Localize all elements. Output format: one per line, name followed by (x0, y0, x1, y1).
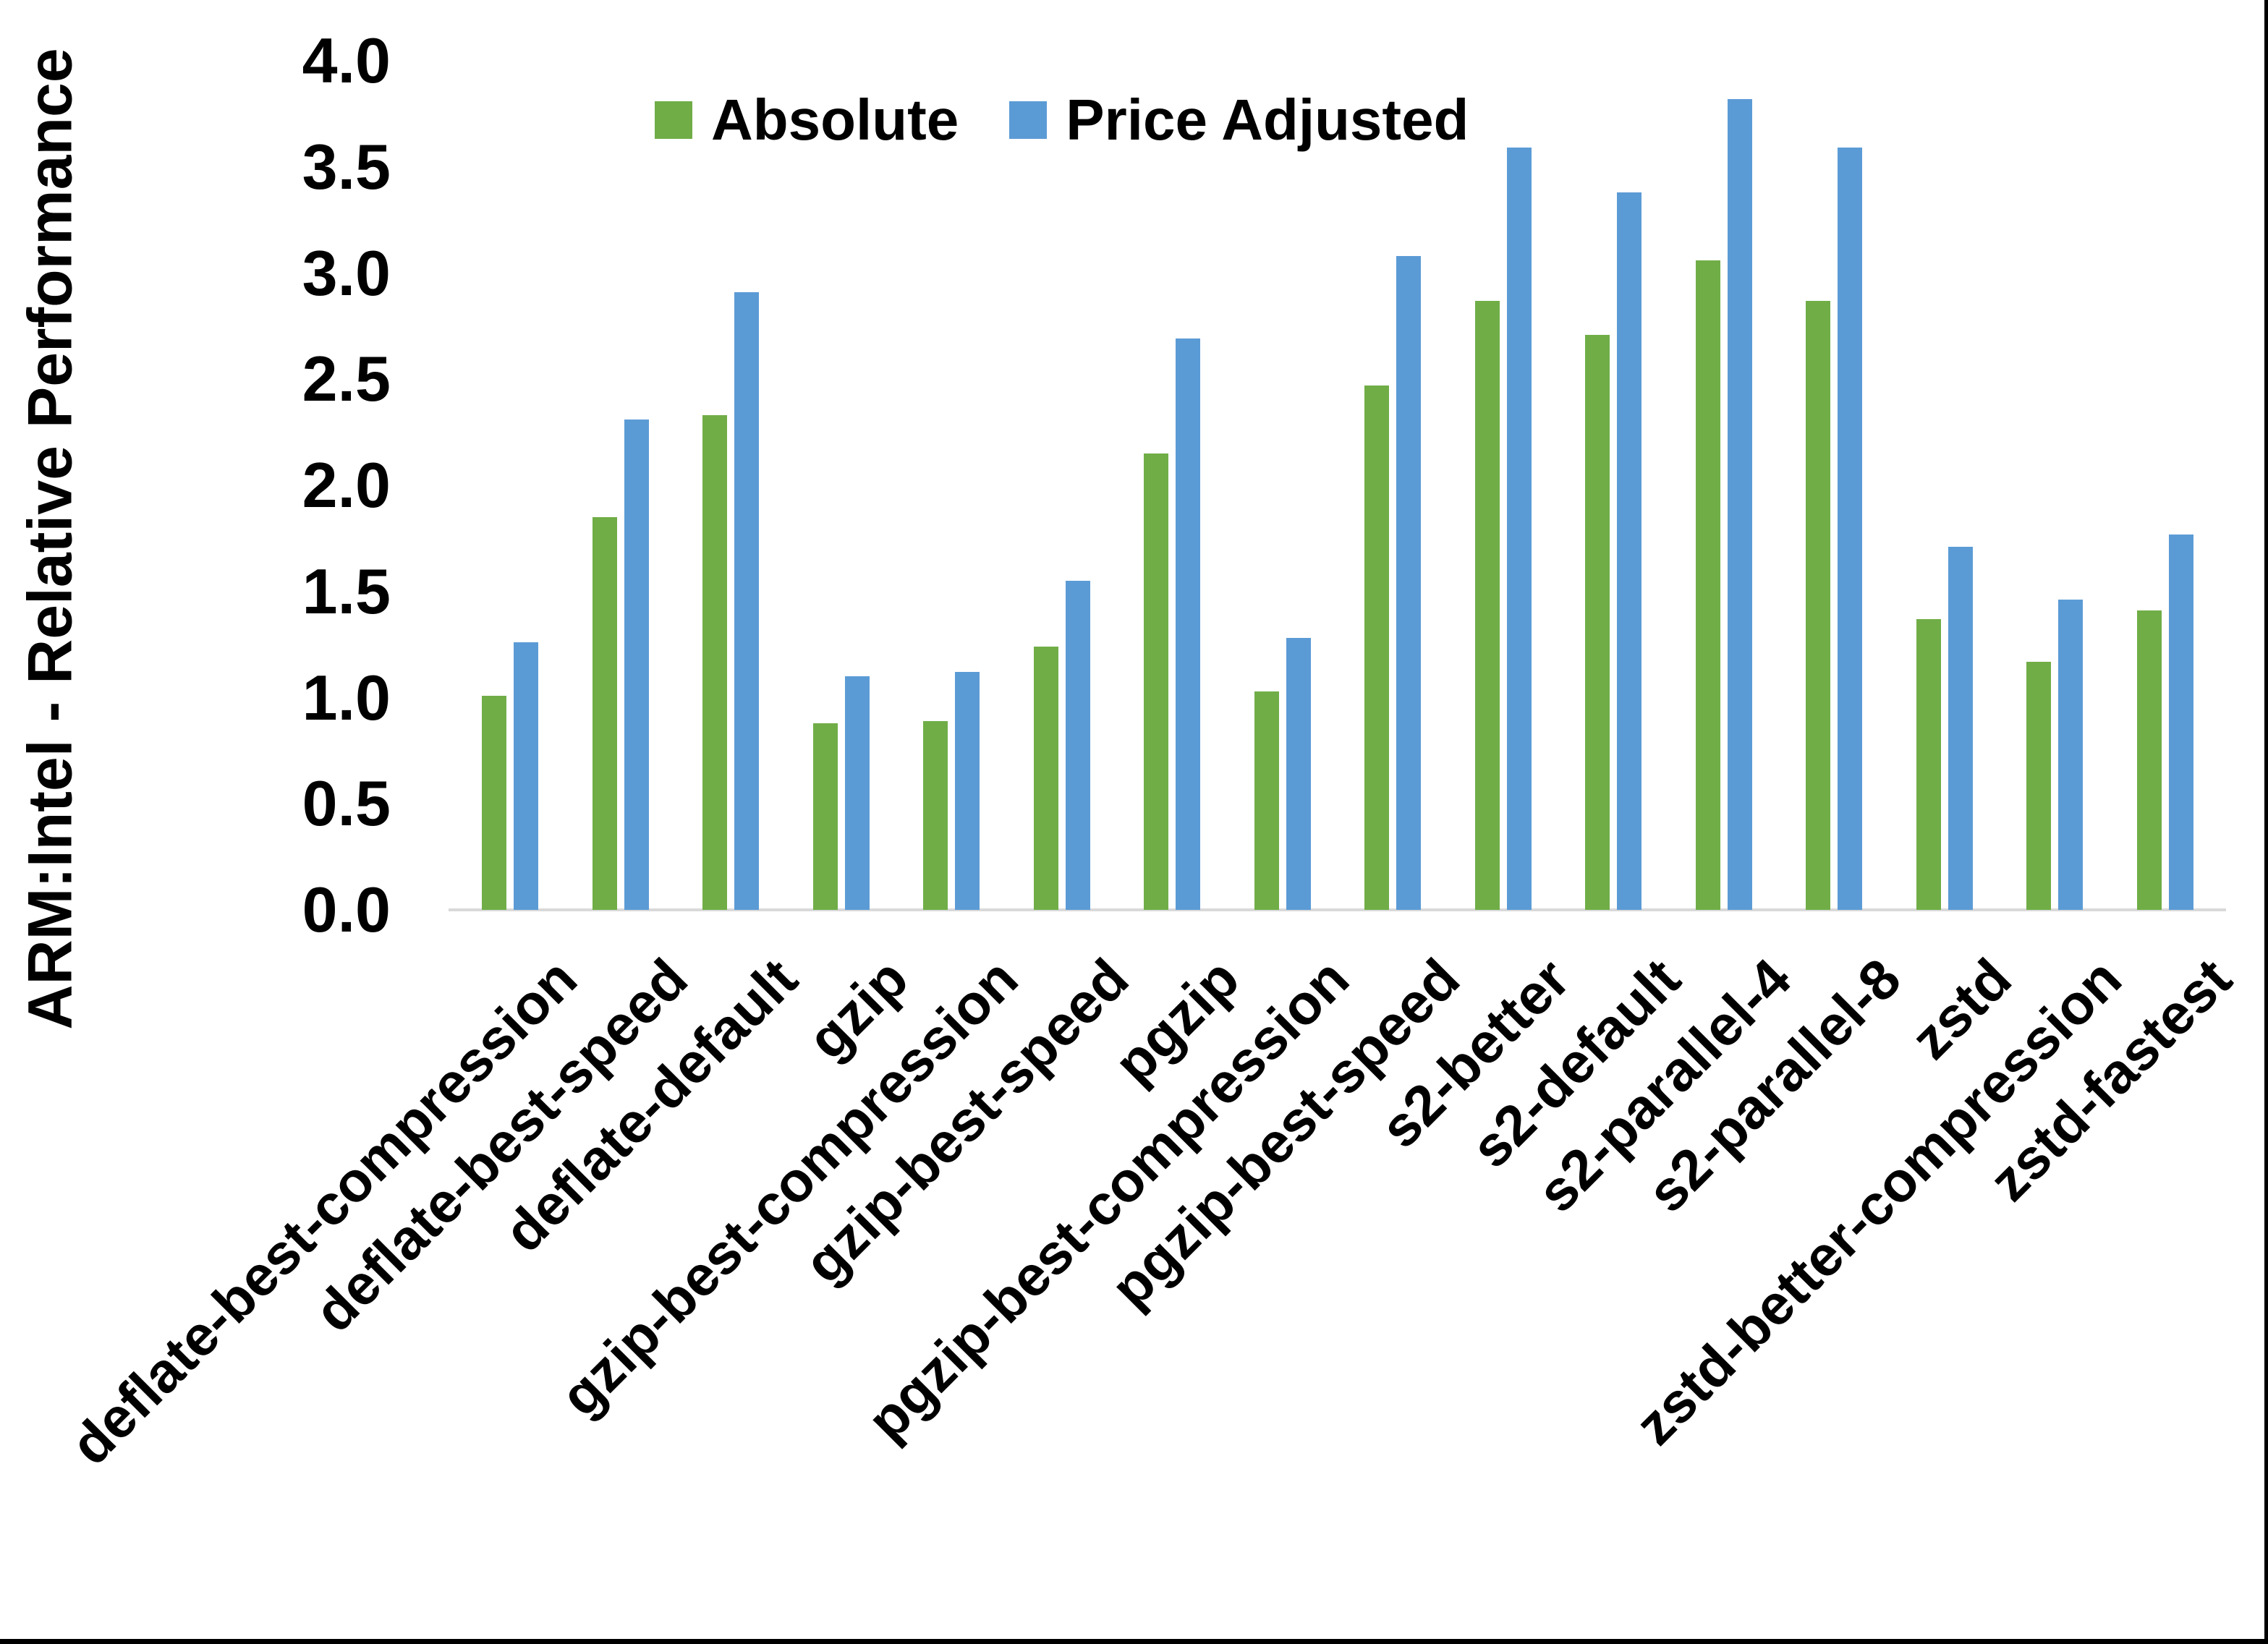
bar-absolute-zstd-better-compression (2026, 661, 2052, 910)
y-tick-label-1.0: 1.0 (302, 661, 391, 733)
x-axis-line (449, 908, 2226, 911)
legend-swatch-price-adjusted (1009, 101, 1048, 139)
y-tick-label-3.5: 3.5 (302, 130, 391, 203)
bar-absolute-deflate-best-compression (482, 695, 507, 910)
bar-absolute-s2-parallel-4 (1695, 260, 1720, 910)
legend-label-price-adjusted: Price Adjusted (1066, 88, 1469, 152)
bar-price-adjusted-pgzip (1176, 338, 1201, 910)
bar-absolute-gzip-best-speed (1033, 647, 1058, 910)
bar-absolute-gzip (812, 723, 838, 910)
bar-absolute-s2-parallel-8 (1806, 300, 1831, 910)
bar-absolute-pgzip-best-compression (1254, 691, 1279, 910)
y-tick-label-3.0: 3.0 (302, 237, 391, 309)
bar-price-adjusted-s2-better (1506, 148, 1532, 910)
bar-price-adjusted-gzip-best-speed (1065, 581, 1090, 910)
legend-item-absolute: Absolute (655, 91, 959, 149)
y-tick-label-1.5: 1.5 (302, 555, 391, 627)
bar-price-adjusted-gzip (844, 676, 870, 910)
legend-label-absolute: Absolute (711, 88, 959, 152)
bar-price-adjusted-deflate-best-compression (514, 642, 539, 910)
bar-absolute-pgzip (1144, 453, 1169, 910)
bar-price-adjusted-s2-default (1617, 192, 1642, 910)
bar-price-adjusted-deflate-best-speed (624, 419, 649, 910)
bar-absolute-s2-default (1585, 334, 1610, 910)
bar-absolute-deflate-default (702, 415, 728, 910)
bar-absolute-pgzip-best-speed (1364, 386, 1390, 910)
bar-absolute-deflate-best-speed (592, 517, 617, 910)
y-tick-label-4.0: 4.0 (302, 25, 391, 96)
y-tick-label-0.5: 0.5 (302, 767, 391, 840)
bar-price-adjusted-zstd-better-compression (2058, 600, 2084, 910)
bar-price-adjusted-s2-parallel-4 (1727, 98, 1752, 910)
bar-absolute-zstd-fastest (2136, 610, 2162, 910)
bar-price-adjusted-zstd (1948, 547, 1973, 910)
bar-price-adjusted-pgzip-best-compression (1286, 638, 1311, 910)
bar-absolute-zstd (1916, 618, 1941, 910)
legend-item-price-adjusted: Price Adjusted (1009, 91, 1469, 149)
bar-price-adjusted-pgzip-best-speed (1396, 256, 1422, 910)
y-tick-label-2.5: 2.5 (302, 343, 391, 415)
bar-price-adjusted-gzip-best-compression (955, 672, 980, 910)
legend-swatch-absolute (655, 101, 692, 139)
y-tick-label-0.0: 0.0 (302, 874, 391, 945)
y-tick-label-2.0: 2.0 (302, 449, 391, 521)
bar-price-adjusted-s2-parallel-8 (1838, 148, 1863, 910)
bar-absolute-gzip-best-compression (923, 720, 948, 910)
bar-price-adjusted-zstd-fastest (2168, 534, 2193, 910)
bar-price-adjusted-deflate-default (734, 291, 760, 910)
y-axis-title: ARM:Intel - Relative Performance (15, 48, 85, 1030)
legend: Absolute Price Adjusted (655, 91, 1469, 149)
bar-absolute-s2-better (1474, 300, 1500, 910)
